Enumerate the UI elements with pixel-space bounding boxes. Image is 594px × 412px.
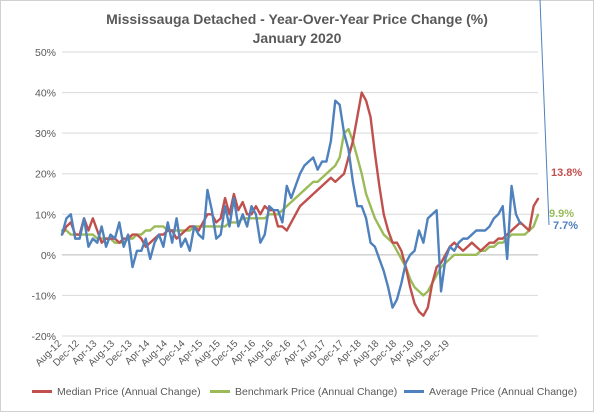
series-line-1 [60,127,540,297]
series-line-2 [60,99,522,309]
chart-title-block: Mississauga Detached - Year-Over-Year Pr… [0,10,594,48]
chart-legend: Median Price (Annual Change) Benchmark P… [0,386,594,404]
series-end-labels: 13.8% 9.9%7.7% [539,0,582,232]
legend-label-median: Median Price (Annual Change) [57,386,201,398]
y-tick-label: 50% [35,47,56,59]
y-tick-label: 40% [35,88,56,100]
legend-swatch-median [32,389,52,393]
line-chart: -20% -10% 0% 10% 20% 30% 40% 50% Aug-12Dec-12Ap… [31,0,582,369]
y-tick-label: 10% [35,209,56,221]
y-tick-label: 0% [41,250,56,262]
end-value-label: 7.7% [553,220,578,232]
y-tick-label: -10% [31,290,56,302]
end-value-label: 9.9% [549,208,574,220]
y-tick-label: -20% [31,331,56,343]
series-lines [60,91,540,317]
y-axis-tick-labels: -20% -10% 0% 10% 20% 30% 40% 50% [31,47,56,343]
y-tick-label: 20% [35,169,56,181]
chart-subtitle: January 2020 [252,30,342,46]
legend-swatch-benchmark [210,389,230,393]
x-axis-tick-labels: Aug-12Dec-12Apr-13Aug-13Dec-13Apr-14Aug-… [34,338,453,369]
end-label-leader [539,0,550,226]
legend-swatch-average [404,389,424,393]
chart-title: Mississauga Detached - Year-Over-Year Pr… [106,11,488,27]
series-line-0 [60,91,540,317]
legend-label-benchmark: Benchmark Price (Annual Change) [235,386,398,398]
legend-item-average: Average Price (Annual Change) [404,386,577,398]
end-value-label: 13.8% [551,167,582,179]
legend-label-average: Average Price (Annual Change) [429,386,578,398]
legend-item-median: Median Price (Annual Change) [32,386,201,398]
legend-item-benchmark: Benchmark Price (Annual Change) [210,386,397,398]
y-tick-label: 30% [35,128,56,140]
